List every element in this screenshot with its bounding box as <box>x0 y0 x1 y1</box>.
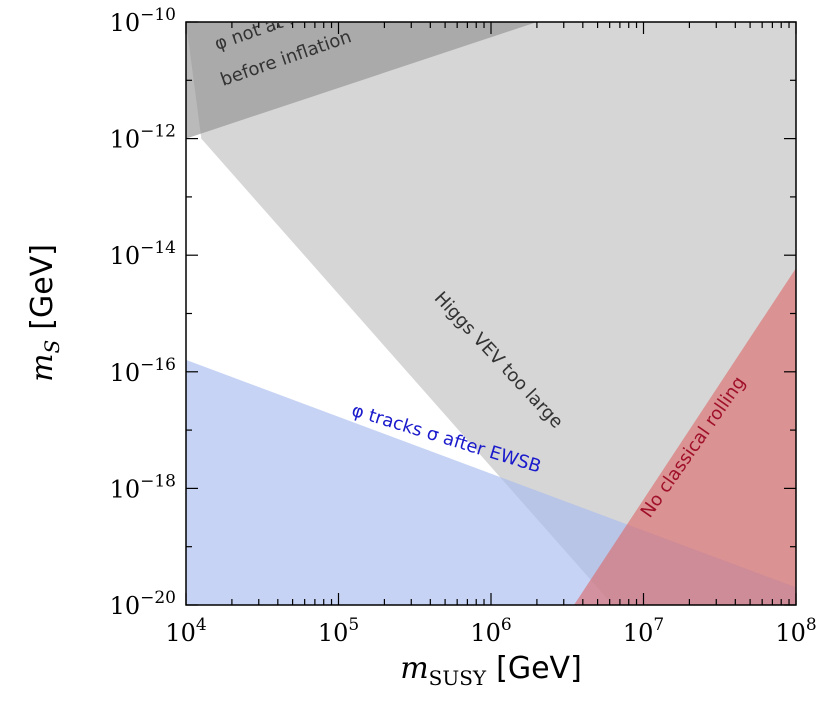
y-axis-sub: S <box>40 340 64 354</box>
y-tick-label: 10−20 <box>110 588 176 620</box>
x-tick-label: 107 <box>623 615 664 647</box>
y-tick-label: 10−10 <box>110 5 176 37</box>
region-no-classical-rolling <box>574 268 796 605</box>
x-tick-label: 105 <box>318 615 359 647</box>
y-axis-unit: [GeV] <box>25 244 60 330</box>
plot-frame <box>185 21 797 606</box>
x-tick-label: 108 <box>775 615 816 647</box>
tick-label-layer: 104 105 106 107 108 10−20 10−18 10−16 10−14 10−12… <box>110 5 817 647</box>
y-tick-label: 10−16 <box>110 355 176 387</box>
x-axis-sub: SUSY <box>429 666 487 690</box>
y-tick-label: 10−18 <box>110 471 176 503</box>
region-layer <box>186 22 796 605</box>
region-not-at-rest-before-inflation <box>186 22 537 139</box>
y-axis-var: m <box>25 353 60 381</box>
x-axis-unit: [GeV] <box>496 651 582 686</box>
x-tick-label: 106 <box>470 615 511 647</box>
x-axis-var: m <box>400 651 428 686</box>
y-tick-label: 10−12 <box>110 122 176 154</box>
y-axis-title: mS [GeV] <box>25 244 64 382</box>
x-axis-title: mSUSY [GeV] <box>400 651 582 690</box>
y-tick-label: 10−14 <box>110 238 176 270</box>
region-higgs-vev-too-large <box>186 22 796 605</box>
x-tick-label: 104 <box>165 615 206 647</box>
